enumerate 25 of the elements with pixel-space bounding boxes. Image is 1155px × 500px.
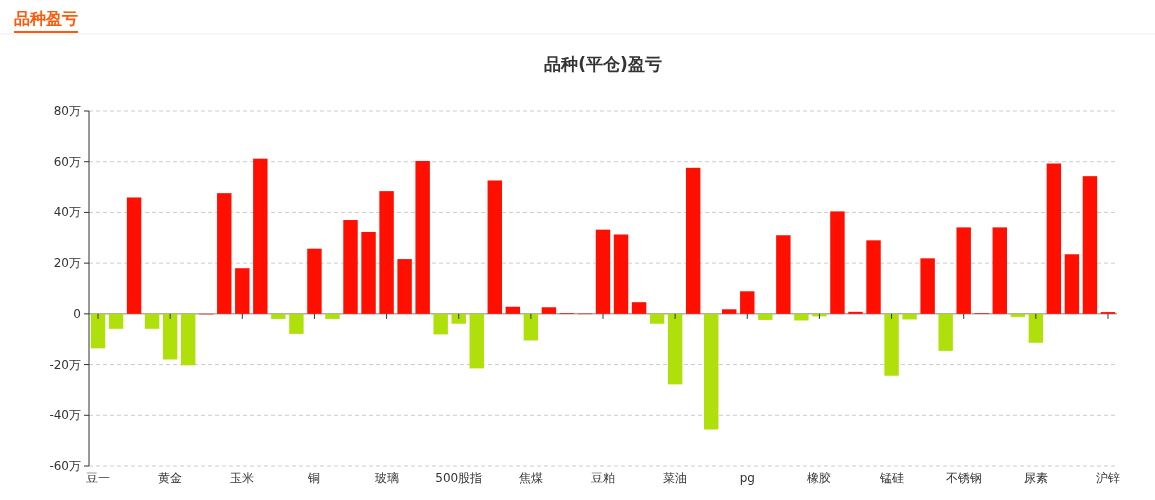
y-tick-label: 40万 bbox=[53, 205, 81, 220]
y-tick-label: 80万 bbox=[53, 104, 81, 118]
y-tick-label: -20万 bbox=[49, 357, 81, 372]
x-tick-label: 不锈钢 bbox=[945, 471, 982, 485]
y-tick-label: 60万 bbox=[53, 154, 81, 169]
x-tick-label: pg bbox=[739, 471, 755, 485]
x-tick-label: 黄金 bbox=[158, 471, 183, 485]
x-tick-label: 豆一 bbox=[86, 471, 111, 485]
y-tick-label: 20万 bbox=[53, 256, 81, 271]
x-tick-label: 橡胶 bbox=[807, 471, 832, 485]
x-tick-label: 菜油 bbox=[663, 471, 688, 485]
y-tick-label: -40万 bbox=[49, 408, 81, 423]
x-tick-label: 玻璃 bbox=[374, 471, 399, 485]
x-tick-label: 500股指 bbox=[435, 471, 483, 485]
x-tick-label: 尿素 bbox=[1023, 471, 1048, 485]
chart-title: 品种(平仓)盈亏 bbox=[544, 54, 662, 74]
x-tick-label: 豆粕 bbox=[591, 471, 615, 485]
y-tick-label: -60万 bbox=[49, 459, 81, 473]
text: 品种盈亏 bbox=[14, 9, 78, 28]
x-tick-label: 沪锌 bbox=[1095, 471, 1120, 485]
x-tick-label: 锰硅 bbox=[878, 471, 904, 485]
x-tick-label: 玉米 bbox=[230, 471, 255, 485]
x-tick-label: 铜 bbox=[307, 471, 321, 485]
y-tick-label: 0 bbox=[73, 306, 81, 321]
x-tick-label: 焦煤 bbox=[518, 471, 543, 485]
